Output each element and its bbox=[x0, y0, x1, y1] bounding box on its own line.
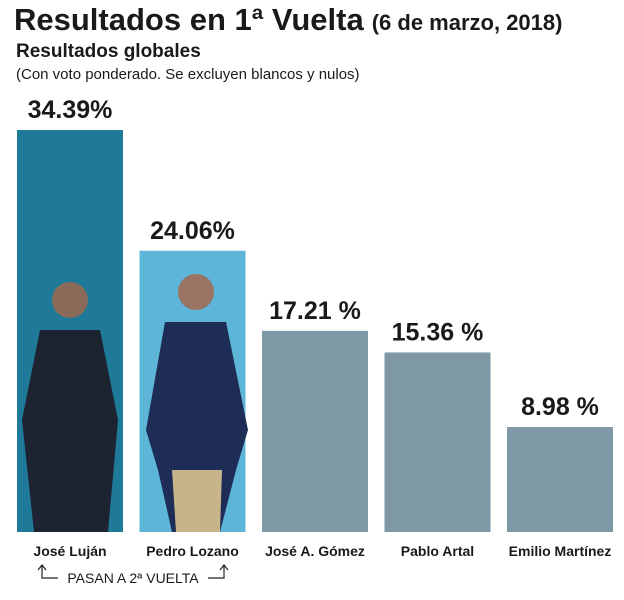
chart-subtitle: Resultados globales bbox=[16, 41, 201, 62]
x-tick-label: José Luján bbox=[33, 543, 106, 559]
x-tick-label: Pedro Lozano bbox=[146, 543, 239, 559]
title-main: Resultados en 1ª Vuelta bbox=[14, 2, 364, 37]
x-tick-label: Emilio Martínez bbox=[509, 543, 612, 559]
bar bbox=[262, 330, 368, 532]
figure-head bbox=[178, 274, 214, 310]
bar bbox=[507, 427, 613, 532]
figure-body bbox=[22, 330, 118, 532]
candidate-figures bbox=[22, 274, 248, 532]
value-label: 8.98 % bbox=[521, 393, 599, 421]
x-tick-label: José A. Gómez bbox=[265, 543, 365, 559]
title-date: (6 de marzo, 2018) bbox=[372, 10, 563, 35]
value-label: 17.21 % bbox=[269, 297, 361, 325]
bar bbox=[384, 352, 491, 532]
value-label: 34.39% bbox=[28, 96, 113, 124]
value-label: 24.06% bbox=[150, 217, 235, 245]
figure-head bbox=[52, 282, 88, 318]
chart-title: Resultados en 1ª Vuelta (6 de marzo, 2018… bbox=[14, 2, 562, 37]
figure-body bbox=[146, 322, 248, 532]
chart-note: (Con voto ponderado. Se excluyen blancos… bbox=[16, 66, 360, 83]
value-label: 15.36 % bbox=[392, 318, 484, 346]
x-tick-label: Pablo Artal bbox=[401, 543, 474, 559]
annotation-bracket bbox=[37, 564, 229, 579]
figure-legs bbox=[172, 470, 222, 532]
annotation: PASAN A 2ª VUELTA bbox=[67, 570, 199, 586]
